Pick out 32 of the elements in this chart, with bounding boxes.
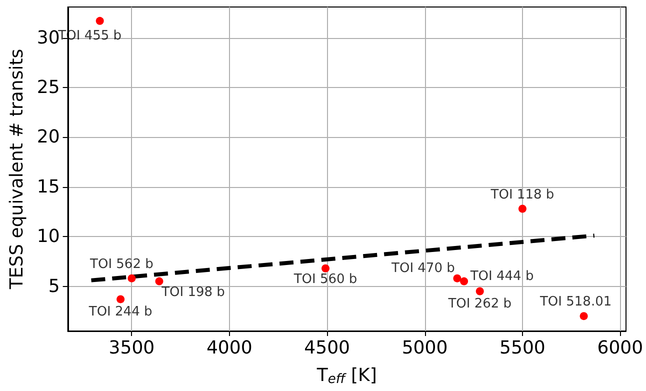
- annotation: TOI 198 b: [160, 284, 225, 300]
- annotation: TOI 262 b: [447, 296, 512, 312]
- annotation: TOI 470 b: [390, 260, 455, 276]
- x-tick-label: 4500: [304, 338, 350, 358]
- x-tick-label: 6000: [597, 338, 644, 358]
- point: [96, 16, 104, 25]
- y-tick-label: 5: [48, 276, 60, 297]
- x-tick-label: 4000: [206, 338, 252, 358]
- y-tick-label: 15: [36, 176, 60, 198]
- point: [128, 274, 136, 282]
- y-tick-label: 25: [36, 77, 60, 98]
- x-tick-label: 3500: [108, 338, 155, 358]
- point: [580, 312, 588, 320]
- x-tick-label: 5000: [402, 338, 448, 358]
- y-axis-title: TESS equivalent # transits: [6, 48, 28, 290]
- point: [453, 274, 462, 282]
- annotation: TOI 518.01: [538, 294, 612, 310]
- annotation: TOI 118 b: [490, 187, 554, 202]
- y-tick-label: 20: [36, 126, 60, 148]
- y-tick-label: 10: [36, 226, 60, 248]
- annotation: TOI 244 b: [88, 304, 152, 320]
- annotation: TOI 560 b: [292, 272, 358, 287]
- point: [518, 204, 526, 213]
- x-tick-label: 5500: [500, 338, 546, 358]
- annotation: TOI 444 b: [469, 268, 534, 284]
- point: [322, 264, 330, 272]
- point: [460, 277, 468, 286]
- point: [116, 295, 125, 304]
- point: [476, 287, 484, 296]
- annotation: TOI 562 b: [89, 256, 154, 272]
- y-tick-label: 30: [36, 27, 60, 48]
- point: [155, 277, 164, 286]
